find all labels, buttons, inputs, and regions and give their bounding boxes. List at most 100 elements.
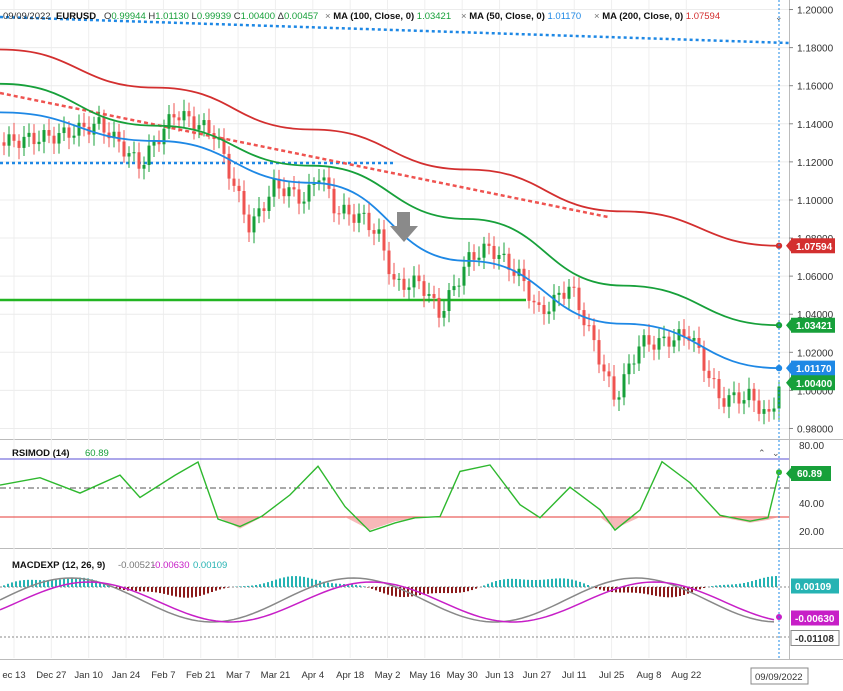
- macd-hist-bar: [471, 587, 473, 591]
- candle-body: [447, 290, 451, 312]
- macd-hist-bar: [103, 583, 105, 587]
- macd-hist-bar: [527, 579, 529, 587]
- downtrend-line[interactable]: [0, 91, 609, 219]
- ma-legend-item: × MA (100, Close, 0) 1.03421: [325, 11, 451, 22]
- macd-hist-bar: [51, 580, 53, 587]
- candle-body: [282, 188, 286, 197]
- candle-body: [202, 120, 206, 126]
- candle-body: [527, 281, 531, 301]
- rsi-series: [0, 460, 782, 533]
- macd-hist-bar: [27, 579, 29, 587]
- candle-body: [662, 336, 666, 339]
- price-panel[interactable]: [0, 0, 789, 438]
- macd-hist-bar: [91, 579, 93, 587]
- macd-hist-bar: [163, 587, 165, 594]
- badge-bg: [791, 578, 839, 594]
- candle-body: [12, 134, 16, 141]
- macd-hist-bar: [327, 582, 329, 587]
- macd-hist-bar: [271, 580, 273, 587]
- macd-hist-bar: [395, 587, 397, 597]
- price-tick: 1.16000: [797, 82, 834, 93]
- svg-text:60.89: 60.89: [797, 469, 822, 480]
- header-symbol[interactable]: EURUSD: [56, 11, 96, 22]
- candle-body: [707, 370, 711, 379]
- candle-body: [627, 363, 631, 375]
- candle-body: [437, 297, 441, 318]
- macd-hist-bar: [671, 587, 673, 598]
- candle-body: [717, 379, 721, 399]
- macd-hist-bar: [295, 576, 297, 587]
- candle-body: [482, 243, 486, 258]
- macd-hist-bar: [107, 585, 109, 587]
- macd-label[interactable]: MACDEXP (12, 26, 9): [12, 560, 105, 571]
- candle-body: [562, 292, 566, 299]
- rsi-oversold-fill: [395, 517, 415, 522]
- candle-body: [517, 268, 521, 276]
- macd-hist-bar: [647, 587, 649, 595]
- macd-hist-bar: [551, 578, 553, 587]
- date-label: Jan 24: [112, 670, 141, 681]
- candle-body: [452, 286, 456, 291]
- macd-hist-bar: [643, 587, 645, 594]
- macd-hist-bar: [323, 581, 325, 587]
- macd-hist-bar: [543, 579, 545, 587]
- candle-body: [162, 128, 166, 145]
- candle-body: [762, 409, 766, 414]
- macd-hist-bar: [279, 578, 281, 587]
- macd-badge: -0.01108: [795, 634, 834, 645]
- candle-body: [632, 363, 636, 365]
- macd-panel[interactable]: [0, 551, 789, 658]
- candle-body: [52, 135, 56, 144]
- macd-hist-bar: [555, 578, 557, 587]
- macd-hist-bar: [747, 582, 749, 587]
- date-label: ec 13: [2, 670, 25, 681]
- candle-body: [487, 243, 491, 246]
- candle-body: [102, 117, 106, 133]
- candle-body: [82, 122, 86, 127]
- candle-body: [237, 185, 241, 192]
- ma-legend-item: × MA (200, Close, 0) 1.07594: [594, 11, 720, 22]
- macd-hist-bar: [159, 587, 161, 594]
- candle-body: [587, 325, 591, 327]
- candle-body: [722, 398, 726, 407]
- candle-body: [412, 275, 416, 288]
- rsi-panel[interactable]: [0, 441, 789, 546]
- macd-hist-bar: [211, 587, 213, 593]
- macd-hist-bar: [15, 581, 17, 587]
- rsi-up-chevron-icon[interactable]: ⌃: [758, 448, 766, 458]
- candle-body: [417, 275, 421, 282]
- macd-hist-bar: [539, 579, 541, 587]
- date-label: Apr 4: [301, 670, 324, 681]
- price-tick: 1.10000: [797, 196, 834, 207]
- candle-body: [642, 335, 646, 347]
- price-tick: 1.04000: [797, 310, 834, 321]
- candle-body: [327, 177, 331, 189]
- candle-body: [732, 392, 736, 396]
- macd-hist-bar: [3, 585, 5, 587]
- candle-body: [617, 397, 621, 400]
- macd-hist-bar: [43, 580, 45, 587]
- macd-hist-bar: [99, 581, 101, 587]
- collapse-chevron-icon[interactable]: ⌄: [775, 12, 783, 22]
- macd-hist-bar: [651, 587, 653, 596]
- date-label: Mar 7: [226, 670, 250, 681]
- macd-hist-bar: [375, 587, 377, 591]
- candle-body: [47, 130, 51, 136]
- candle-body: [577, 287, 581, 311]
- rsi-down-chevron-icon[interactable]: ⌄: [772, 448, 780, 458]
- macd-hist-bar: [451, 587, 453, 594]
- macd-hist-bar: [371, 587, 373, 589]
- candle-body: [187, 111, 191, 117]
- candle-body: [307, 184, 311, 202]
- candle-body: [637, 346, 641, 364]
- macd-hist-bar: [767, 576, 769, 587]
- header-date: 09/09/2022: [3, 11, 51, 22]
- candle-body: [277, 178, 281, 189]
- date-label: Jul 11: [562, 670, 587, 681]
- rsi-label[interactable]: RSIMOD (14): [12, 448, 70, 459]
- macd-hist-bar: [703, 587, 705, 589]
- candle-body: [752, 388, 756, 401]
- macd-hist-bar: [59, 579, 61, 587]
- macd-hist-bar: [679, 587, 681, 597]
